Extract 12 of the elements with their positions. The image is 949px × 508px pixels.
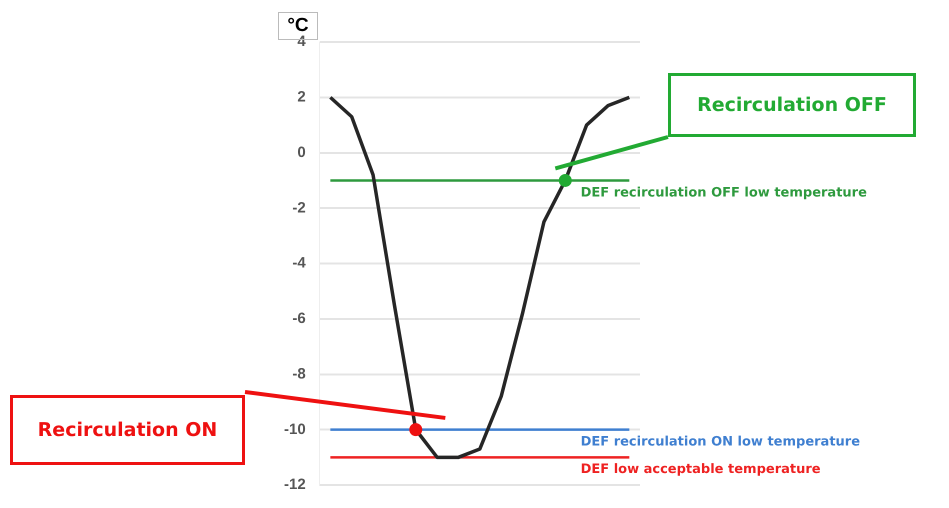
ref-line-label: DEF low acceptable temperature bbox=[580, 462, 821, 478]
ref-line-label: DEF recirculation ON low temperature bbox=[580, 434, 860, 450]
y-tick-label: -12 bbox=[284, 476, 306, 494]
y-tick-label: -10 bbox=[284, 420, 306, 438]
y-tick-label: -8 bbox=[292, 365, 306, 382]
y-tick-label: 0 bbox=[297, 144, 306, 161]
y-tick-label: 2 bbox=[297, 88, 306, 106]
ref-line-label: DEF recirculation OFF low temperature bbox=[580, 185, 868, 200]
y-tick-label: -2 bbox=[292, 199, 306, 216]
y-tick-label: -6 bbox=[292, 310, 306, 328]
y-tick-label: -4 bbox=[292, 254, 306, 272]
callout: Recirculation OFF bbox=[552, 70, 919, 172]
